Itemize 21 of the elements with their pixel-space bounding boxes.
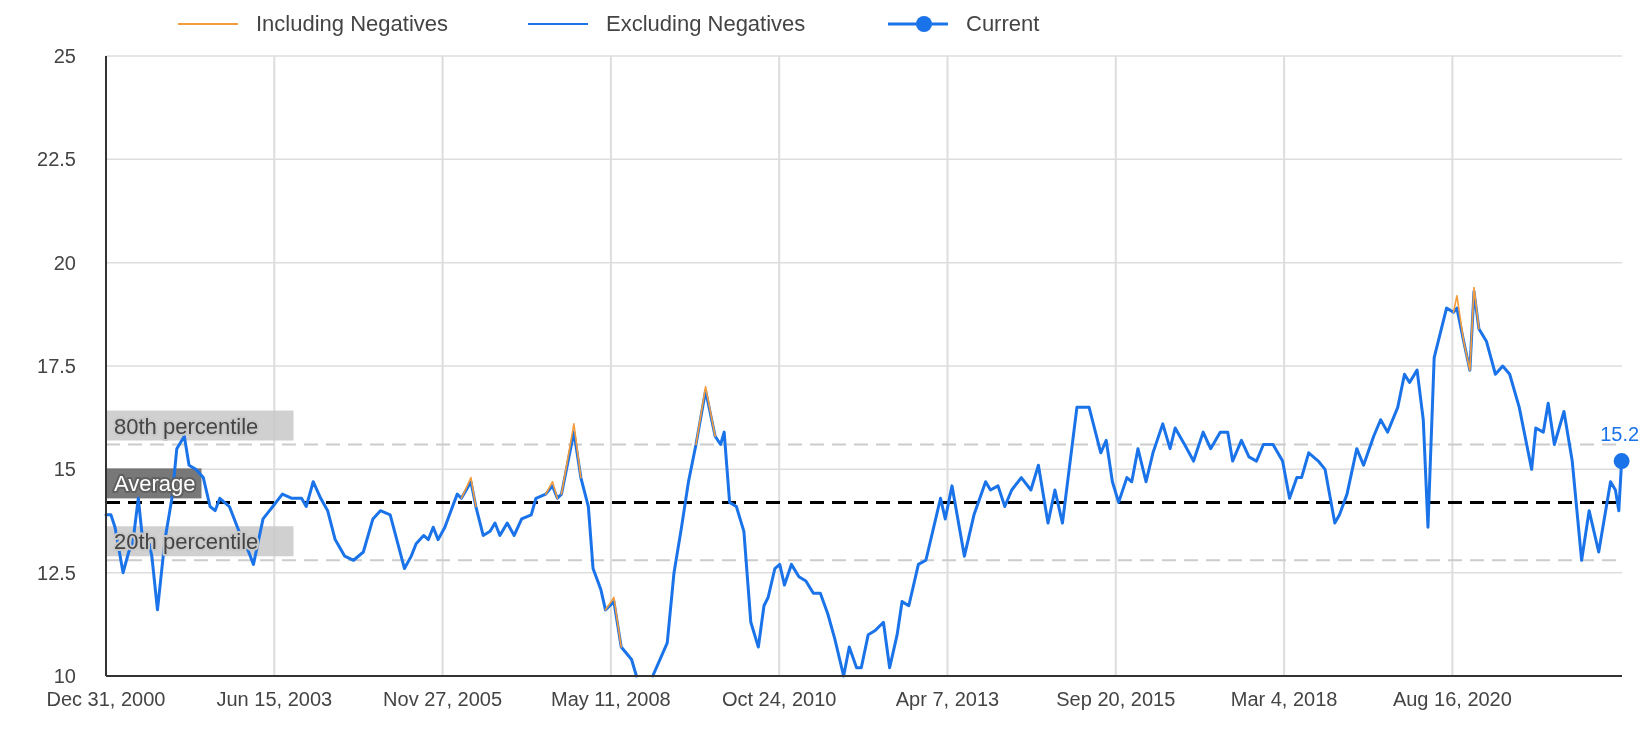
legend-label: Excluding Negatives (606, 11, 806, 36)
y-tick-label: 20 (53, 251, 76, 274)
x-tick-label: Apr 7, 2013 (895, 688, 1000, 710)
ref-line-label: 80th percentile (114, 413, 259, 439)
y-tick-label: 12.5 (37, 561, 76, 584)
x-tick-label: Jun 15, 2003 (216, 688, 333, 710)
x-tick-label: Oct 24, 2010 (721, 688, 837, 710)
y-tick-label: 25 (53, 45, 76, 67)
x-tick-label: Mar 4, 2018 (1230, 688, 1338, 710)
y-tick-label: 17.5 (37, 355, 76, 377)
x-tick-label: May 11, 2008 (551, 688, 671, 710)
legend-label: Current (966, 11, 1040, 36)
x-tick-label: Dec 31, 2000 (46, 688, 166, 710)
y-tick-label: 10 (53, 665, 76, 687)
data-label: 15.2 (1600, 423, 1640, 446)
x-tick-label: Aug 16, 2020 (1392, 688, 1512, 710)
x-tick-label: Nov 27, 2005 (383, 688, 503, 710)
y-tick-label: 22.5 (37, 148, 76, 171)
y-tick-label: 15 (53, 458, 76, 481)
x-tick-label: Sep 20, 2015 (1056, 688, 1176, 710)
legend-label: Including Negatives (256, 11, 449, 36)
